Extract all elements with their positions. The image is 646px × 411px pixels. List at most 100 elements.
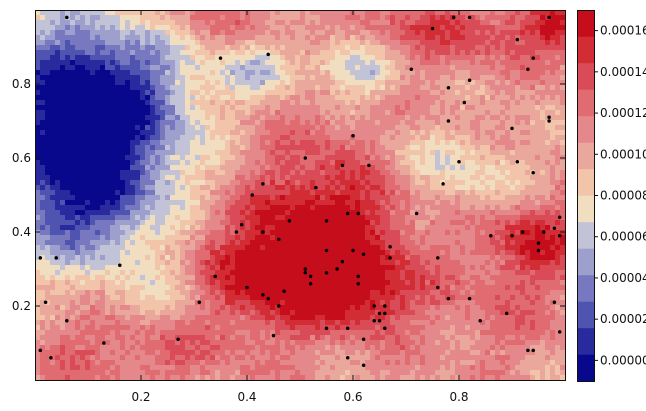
- heatmap-cell: [300, 35, 306, 41]
- heatmap-cell: [355, 190, 361, 196]
- heatmap-cell: [105, 195, 111, 201]
- heatmap-cell: [350, 215, 356, 221]
- heatmap-cell: [390, 180, 396, 186]
- heatmap-cell: [90, 65, 96, 71]
- heatmap-cell: [130, 145, 136, 151]
- heatmap-cell: [165, 190, 171, 196]
- heatmap-cell: [85, 155, 91, 161]
- heatmap-cell: [235, 65, 241, 71]
- heatmap-cell: [415, 75, 421, 81]
- heatmap-cell: [270, 20, 276, 26]
- heatmap-cell: [525, 90, 531, 96]
- heatmap-cell: [545, 155, 551, 161]
- heatmap-cell: [180, 105, 186, 111]
- heatmap-cell: [270, 215, 276, 221]
- heatmap-cell: [465, 90, 471, 96]
- heatmap-cell: [290, 35, 296, 41]
- heatmap-cell: [345, 195, 351, 201]
- heatmap-cell: [525, 180, 531, 186]
- heatmap-cell: [40, 165, 46, 171]
- heatmap-cell: [475, 105, 481, 111]
- heatmap-cell: [65, 175, 71, 181]
- heatmap-cell: [70, 115, 76, 121]
- heatmap-cell: [385, 10, 391, 16]
- heatmap-cell: [465, 185, 471, 191]
- heatmap-cell: [215, 120, 221, 126]
- heatmap-cell: [60, 65, 66, 71]
- heatmap-cell: [180, 100, 186, 106]
- heatmap-cell: [110, 180, 116, 186]
- heatmap-cell: [195, 240, 201, 246]
- heatmap-cell: [195, 100, 201, 106]
- heatmap-cell: [215, 95, 221, 101]
- heatmap-cell: [90, 240, 96, 246]
- heatmap-cell: [50, 70, 56, 76]
- heatmap-cell: [320, 55, 326, 61]
- heatmap-cell: [160, 115, 166, 121]
- heatmap-cell: [525, 155, 531, 161]
- heatmap-cell: [190, 30, 196, 36]
- heatmap-cell: [105, 160, 111, 166]
- heatmap-cell: [380, 215, 386, 221]
- heatmap-cell: [230, 215, 236, 221]
- heatmap-cell: [255, 130, 261, 136]
- heatmap-cell: [490, 215, 496, 221]
- heatmap-cell: [425, 30, 431, 36]
- heatmap-cell: [485, 15, 491, 21]
- heatmap-cell: [120, 195, 126, 201]
- heatmap-cell: [215, 150, 221, 156]
- heatmap-cell: [235, 25, 241, 31]
- heatmap-cell: [280, 55, 286, 61]
- heatmap-cell: [490, 205, 496, 211]
- heatmap-cell: [220, 130, 226, 136]
- heatmap-cell: [60, 210, 66, 216]
- heatmap-cell: [165, 170, 171, 176]
- heatmap-cell: [85, 125, 91, 131]
- heatmap-cell: [510, 55, 516, 61]
- heatmap-cell: [555, 135, 561, 141]
- heatmap-cell: [105, 45, 111, 51]
- heatmap-cell: [535, 115, 541, 121]
- heatmap-cell: [475, 20, 481, 26]
- heatmap-cell: [460, 90, 466, 96]
- heatmap-cell: [425, 210, 431, 216]
- heatmap-cell: [110, 140, 116, 146]
- heatmap-cell: [70, 140, 76, 146]
- heatmap-cell: [110, 220, 116, 226]
- heatmap-cell: [190, 215, 196, 221]
- heatmap-cell: [535, 200, 541, 206]
- heatmap-cell: [175, 160, 181, 166]
- heatmap-cell: [415, 55, 421, 61]
- heatmap-cell: [290, 115, 296, 121]
- heatmap-cell: [290, 165, 296, 171]
- heatmap-cell: [520, 15, 526, 21]
- heatmap-cell: [485, 30, 491, 36]
- heatmap-cell: [305, 45, 311, 51]
- heatmap-cell: [60, 100, 66, 106]
- heatmap-cell: [235, 170, 241, 176]
- heatmap-cell: [140, 90, 146, 96]
- heatmap-cell: [50, 240, 56, 246]
- heatmap-cell: [235, 105, 241, 111]
- heatmap-cell: [340, 25, 346, 31]
- heatmap-cell: [475, 110, 481, 116]
- heatmap-cell: [335, 120, 341, 126]
- heatmap-cell: [130, 170, 136, 176]
- heatmap-cell: [400, 105, 406, 111]
- heatmap-cell: [480, 225, 486, 231]
- heatmap-cell: [235, 195, 241, 201]
- heatmap-cell: [260, 95, 266, 101]
- heatmap-cell: [445, 195, 451, 201]
- heatmap-cell: [245, 195, 251, 201]
- heatmap-cell: [555, 200, 561, 206]
- heatmap-cell: [475, 220, 481, 226]
- heatmap-cell: [345, 40, 351, 46]
- heatmap-cell: [320, 160, 326, 166]
- heatmap-cell: [200, 220, 206, 226]
- heatmap-cell: [490, 165, 496, 171]
- heatmap-cell: [410, 215, 416, 221]
- heatmap-cell: [140, 145, 146, 151]
- heatmap-cell: [410, 105, 416, 111]
- heatmap-cell: [205, 170, 211, 176]
- heatmap-cell: [165, 205, 171, 211]
